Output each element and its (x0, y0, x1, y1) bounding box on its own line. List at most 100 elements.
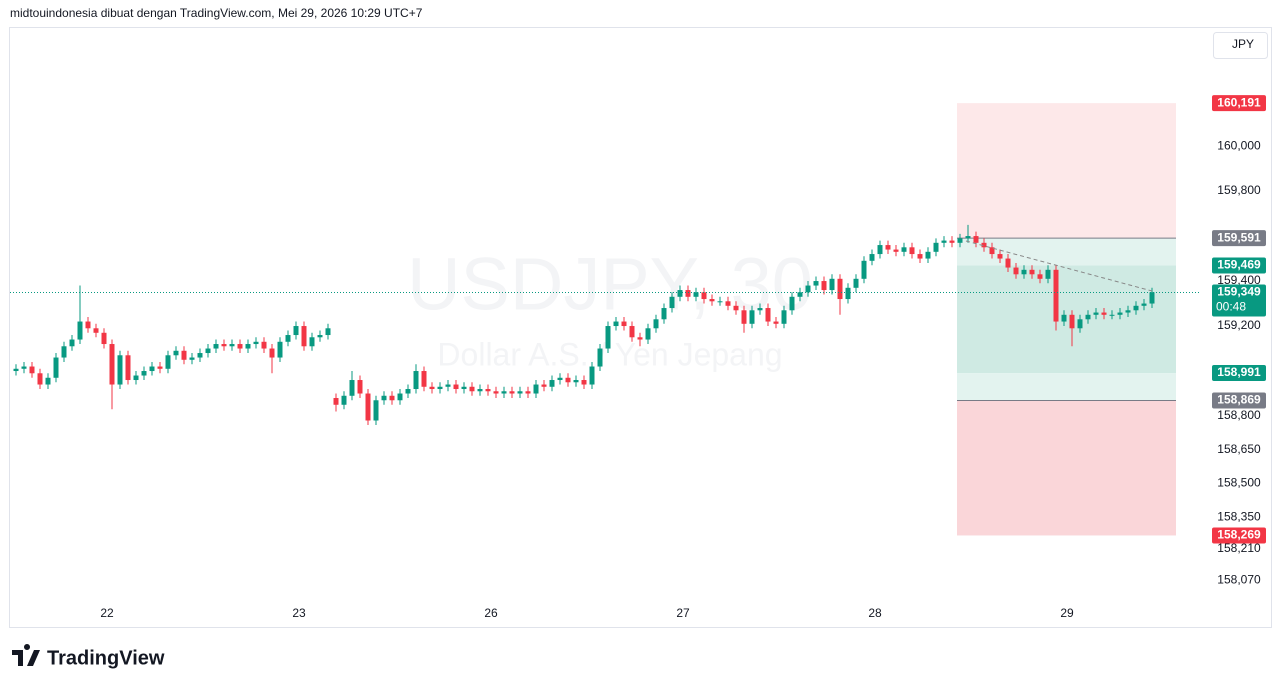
candle-body (389, 395, 395, 401)
candle-body (429, 386, 435, 390)
candle-body (829, 278, 835, 291)
candle-body (957, 238, 963, 243)
candle-body (1053, 269, 1059, 322)
x-tick-label: 22 (100, 606, 114, 620)
candle-body (109, 344, 115, 385)
candle-body (805, 285, 811, 293)
candle-body (845, 287, 851, 300)
candle-body (317, 335, 323, 338)
price-level-label: 159,591 (1217, 230, 1261, 244)
candle-body (85, 321, 91, 329)
candle-body (493, 391, 499, 394)
candle-body (485, 389, 491, 392)
last-price-tag (1212, 284, 1266, 317)
x-tick-label: 26 (484, 606, 498, 620)
candle-body (181, 350, 187, 360)
price-level-label: 158,869 (1217, 393, 1261, 407)
candle-body (653, 319, 659, 329)
candle-body (997, 254, 1003, 259)
y-tick-label: 158,650 (1217, 442, 1261, 456)
candle-body (229, 344, 235, 347)
price-level-label: 158,991 (1217, 365, 1261, 379)
candle-body (133, 375, 139, 381)
candle-body (709, 299, 715, 302)
logo: TradingView (12, 644, 165, 669)
candle-body (373, 400, 379, 421)
candle-body (821, 281, 827, 291)
y-tick-label: 158,350 (1217, 509, 1261, 523)
chart-frame (9, 27, 1272, 628)
price-level-tag (1212, 527, 1266, 544)
logo-icon (12, 644, 40, 666)
y-tick-label: 159,400 (1217, 273, 1261, 287)
candle-body (749, 310, 755, 324)
x-tick-label: 28 (868, 606, 882, 620)
candle-body (1101, 312, 1107, 315)
candle-body (325, 328, 331, 336)
candle-body (365, 393, 371, 421)
price-level-label: 160,191 (1217, 95, 1261, 109)
position-tool (957, 103, 1176, 536)
candle-body (333, 398, 339, 405)
candle-body (917, 254, 923, 259)
candle-body (1005, 258, 1011, 268)
candle-body (781, 310, 787, 324)
price-level-label: 159,469 (1217, 258, 1261, 272)
candle-body (797, 292, 803, 297)
candle-body (621, 321, 627, 327)
candle-body (773, 321, 779, 324)
candle-body (589, 366, 595, 385)
candle-body (61, 346, 67, 358)
candle-body (925, 251, 931, 259)
candle-body (573, 380, 579, 383)
x-tick-label: 23 (292, 606, 306, 620)
candle-body (605, 326, 611, 349)
candle-body (989, 247, 995, 255)
candle-body (269, 348, 275, 358)
candle-body (533, 384, 539, 394)
position-zone (957, 373, 1176, 401)
y-tick-label: 158,210 (1217, 541, 1261, 555)
candle-body (29, 366, 35, 374)
y-tick-label: 158,070 (1217, 572, 1261, 586)
candle-body (405, 389, 411, 394)
candle-body (285, 335, 291, 342)
candle-body (245, 344, 251, 349)
candle-body (301, 326, 307, 347)
x-tick-label: 29 (1060, 606, 1074, 620)
candle-body (813, 281, 819, 286)
candle-body (453, 384, 459, 390)
candle-body (661, 308, 667, 320)
candle-body (501, 391, 507, 394)
candle-body (141, 371, 147, 376)
candle-body (669, 296, 675, 309)
candle-body (869, 254, 875, 261)
price-level-tag (1212, 392, 1266, 409)
candle-body (69, 339, 75, 347)
currency-label: JPY (1232, 37, 1254, 51)
candle-body (949, 240, 955, 243)
candle-body (357, 380, 363, 394)
candle-body (1093, 312, 1099, 315)
candle-body (1021, 269, 1027, 275)
candle-body (1069, 314, 1075, 329)
price-level-tag (1212, 365, 1266, 382)
candle-body (381, 395, 387, 401)
currency-button[interactable] (1213, 32, 1268, 59)
candle-body (277, 341, 283, 358)
candle-body (853, 278, 859, 288)
candle-body (1125, 310, 1131, 313)
candle-body (469, 386, 475, 392)
candle-body (1029, 269, 1035, 275)
candle-body (525, 391, 531, 394)
candle-body (189, 357, 195, 360)
candle-body (21, 366, 27, 369)
candle-body (1013, 267, 1019, 275)
candle-body (741, 310, 747, 324)
candle-body (341, 395, 347, 405)
candle-body (973, 236, 979, 243)
position-zone (957, 103, 1176, 239)
candle-body (541, 384, 547, 387)
candle-body (1085, 314, 1091, 320)
